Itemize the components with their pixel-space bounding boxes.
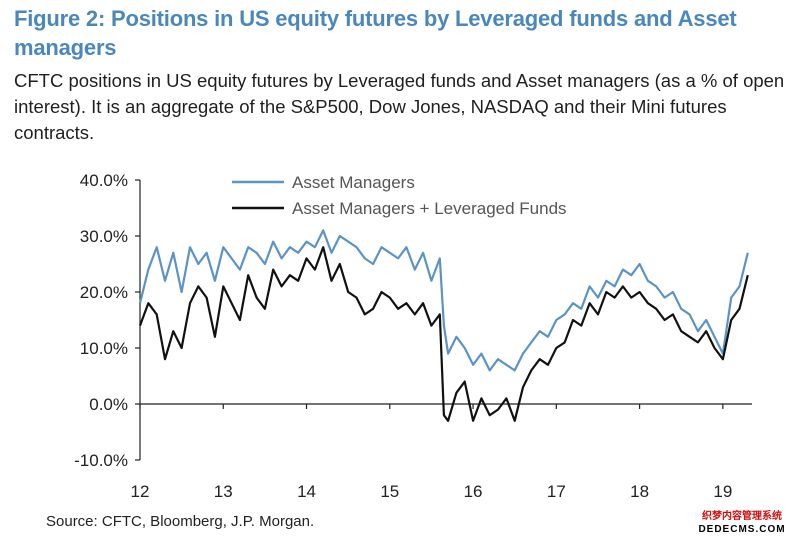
chart-legend: Asset Managers Asset Managers + Leveraged… bbox=[232, 173, 567, 218]
x-tick-label: 13 bbox=[214, 482, 233, 501]
x-tick-label: 12 bbox=[131, 482, 150, 501]
legend-label: Asset Managers + Leveraged Funds bbox=[292, 199, 567, 218]
y-tick-label: 20.0% bbox=[80, 283, 128, 302]
y-tick-label: 30.0% bbox=[80, 227, 128, 246]
y-tick-label: -10.0% bbox=[74, 451, 128, 470]
watermark-bottom: DEDECMS.COM bbox=[698, 524, 786, 535]
figure-description: CFTC positions in US equity futures by L… bbox=[14, 70, 785, 143]
series-line-asset-managers bbox=[138, 229, 749, 372]
line-chart: -10.0% 0.0% 10.0% 20.0% 30.0% 40.0% 12 13 14 15 16… bbox=[74, 171, 752, 501]
chart-series bbox=[138, 229, 749, 422]
x-tick-label: 16 bbox=[464, 482, 483, 501]
y-tick-label: 0.0% bbox=[89, 395, 128, 414]
x-tick-label: 15 bbox=[380, 482, 399, 501]
y-tick-label: 40.0% bbox=[80, 171, 128, 190]
figure-source: Source: CFTC, Bloomberg, J.P. Morgan. bbox=[46, 513, 315, 530]
series-line-combined bbox=[138, 246, 749, 422]
x-tick-label: 17 bbox=[547, 482, 566, 501]
watermark: 织梦内容管理系统 DEDECMS.COM bbox=[690, 510, 794, 536]
legend-label: Asset Managers bbox=[292, 173, 415, 192]
y-tick-label: 10.0% bbox=[80, 339, 128, 358]
x-tick-label: 14 bbox=[297, 482, 316, 501]
x-tick-label: 18 bbox=[630, 482, 649, 501]
figure-title: Figure 2: Positions in US equity futures… bbox=[14, 6, 737, 60]
chart-axes: -10.0% 0.0% 10.0% 20.0% 30.0% 40.0% 12 13 14 15 16… bbox=[74, 171, 752, 501]
x-tick-label: 19 bbox=[713, 482, 732, 501]
watermark-top: 织梦内容管理系统 bbox=[702, 511, 782, 522]
